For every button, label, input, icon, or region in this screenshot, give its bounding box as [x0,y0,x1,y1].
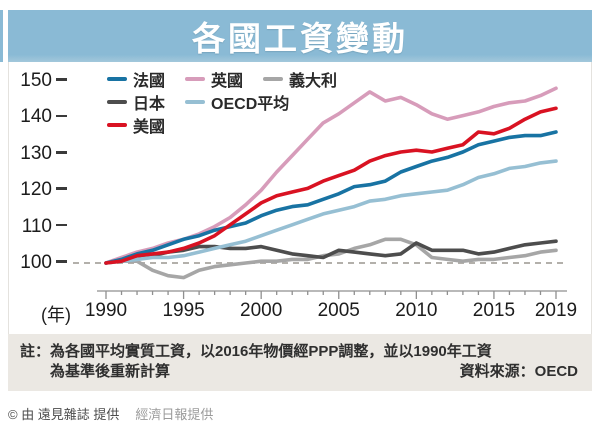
y-axis-value: 140 [20,106,52,128]
legend-label: 法國 [133,73,166,90]
y-axis-value: 110 [21,215,52,237]
footnote-line1: 註：為各國平均實質工資，以2016年物價經PPP調整，並以1990年工資 [20,343,492,360]
legend-item-法國: 法國 [107,67,165,91]
legend-item-英國: 英國 [185,67,243,91]
legend-swatch [263,77,284,81]
legend-label: 美國 [133,119,166,136]
x-axis-label-2019: 2019 [534,300,578,321]
y-axis-tick-dash [56,114,67,118]
legend-item-義大利: 義大利 [263,67,337,91]
legend-swatch [107,100,127,104]
x-axis-unit-label: (年) [41,305,71,325]
line-chart-svg [73,86,567,299]
y-axis-label-140: 140 [17,106,67,128]
y-axis-label-110: 110 [17,216,67,238]
caption-credit: © 由 遠見雜誌 提供 [8,407,120,422]
caption-provider: 經濟日報提供 [135,407,214,422]
legend-swatch [185,100,206,104]
legend-label: OECD平均 [211,96,290,113]
y-axis-tick-dash [56,78,67,81]
left-accent-stripe [0,10,3,62]
x-axis-label-1995: 1995 [162,300,205,321]
y-axis-label-120: 120 [17,179,67,201]
chart-title: 各國工資變動 [192,20,408,57]
legend-item-美國: 美國 [107,113,165,137]
y-axis-value: 100 [20,252,52,273]
y-axis-label-130: 130 [17,143,67,165]
legend-row: 法國 英國 義大利 [107,68,337,90]
x-axis-label-2005: 2005 [317,300,360,321]
legend-item-日本: 日本 [107,90,165,114]
chart-plot-panel: 法國 英國 義大利日本 OECD平均美國 (年) 150 140 130 120 110 100… [8,62,592,334]
x-axis-label-2000: 2000 [240,300,283,321]
chart-title-bar: 各國工資變動 [8,10,592,62]
x-axis-label-1990: 1990 [84,300,128,321]
y-axis-tick-dash [56,151,67,154]
y-axis-value: 130 [20,142,52,164]
legend-row: 日本 OECD平均 [107,91,337,113]
y-axis-tick-dash [56,223,67,227]
legend-swatch [107,77,127,81]
legend-item-OECD平均: OECD平均 [185,90,289,114]
y-axis-tick-dash [56,187,67,190]
y-axis-value: 150 [20,70,52,91]
x-axis-label-2015: 2015 [472,300,516,321]
y-axis-tick-dash [56,260,67,263]
series-line-法國 [104,130,558,265]
legend-label: 英國 [211,73,244,90]
legend-row: 美國 [107,114,337,136]
legend-swatch [185,77,206,81]
footnote-line2: 為基準後重新計算 [50,363,171,380]
y-axis-label-100: 100 [17,252,67,274]
series-line-OECD平均 [104,159,558,265]
data-source-label: 資料來源：OECD [459,363,578,380]
chart-footnote: 註：為各國平均實質工資，以2016年物價經PPP調整，並以1990年工資 為基準… [8,334,592,391]
legend-swatch [107,123,127,127]
x-axis-label-2010: 2010 [395,300,438,321]
legend-label: 日本 [133,96,166,113]
y-axis-value: 120 [20,179,52,201]
chart-legend: 法國 英國 義大利日本 OECD平均美國 [107,68,337,136]
series-line-美國 [104,106,558,265]
y-axis-label-150: 150 [17,70,67,92]
legend-label: 義大利 [289,73,338,90]
image-caption: © 由 遠見雜誌 提供 經濟日報提供 [8,404,213,423]
wage-chart-graphic: 各國工資變動 法國 英國 義大利日本 OECD平均美國 (年) 150 140 130 12… [8,10,592,391]
